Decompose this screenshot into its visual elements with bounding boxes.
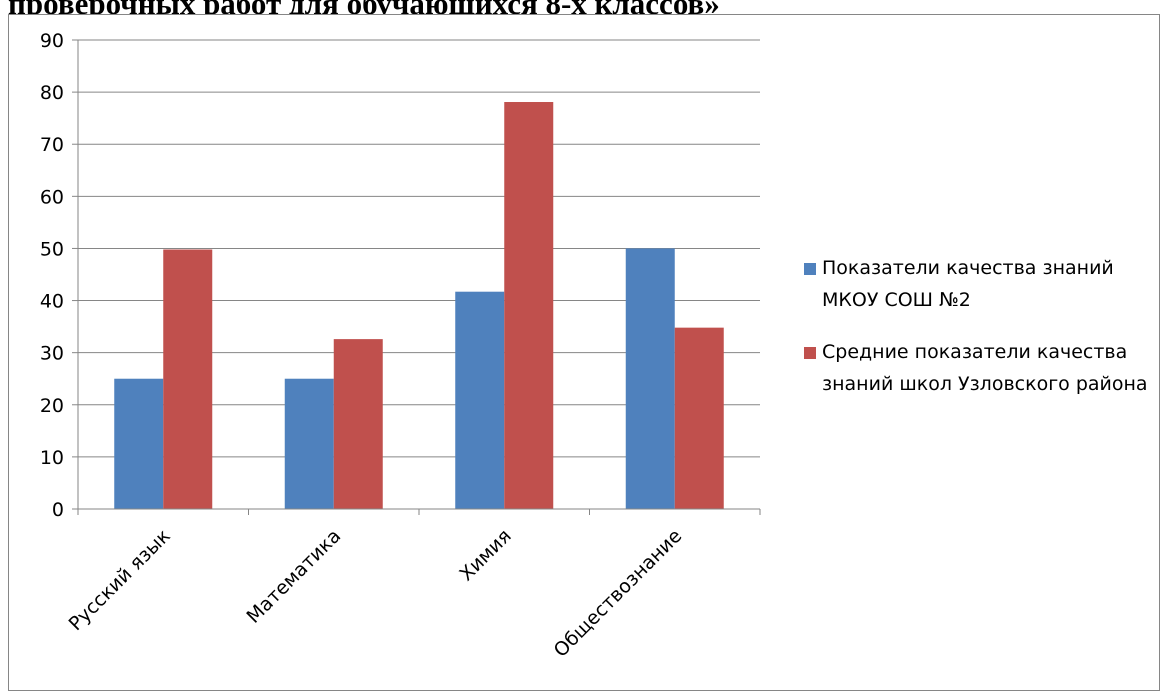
x-tick-labels: Русский язык Математика Химия Обществознани… [65, 525, 687, 662]
bar-series-1-1 [284, 378, 334, 509]
bar-series-1-2 [455, 291, 505, 509]
y-tick-labels: 0 10 20 30 40 50 60 70 80 90 [40, 30, 64, 521]
bar-series-2-2 [504, 102, 554, 510]
x-tick-label: Химия [455, 525, 515, 585]
legend: Показатели качества знаний МКОУ СОШ №2 С… [804, 256, 1164, 424]
bars [114, 102, 724, 510]
legend-label-series-1: Показатели качества знаний МКОУ СОШ №2 [822, 257, 1114, 311]
y-tick-label: 30 [40, 343, 64, 365]
bar-series-2-3 [674, 327, 724, 509]
y-tick-label: 20 [40, 395, 64, 417]
legend-swatch-series-2 [804, 347, 816, 359]
legend-label-series-2: Средние показатели качества знаний школ … [822, 341, 1148, 395]
legend-swatch-series-1 [804, 263, 816, 275]
y-tick-label: 50 [40, 238, 64, 260]
bar-series-1-0 [114, 378, 164, 509]
legend-item-series-1: Показатели качества знаний МКОУ СОШ №2 [804, 256, 1164, 316]
y-tick-label: 40 [40, 291, 64, 313]
axes [72, 39, 761, 515]
y-tick-label: 80 [40, 82, 64, 104]
x-tick-label: Математика [243, 525, 346, 628]
bar-series-2-0 [163, 249, 213, 509]
legend-item-series-2: Средние показатели качества знаний школ … [804, 340, 1164, 400]
y-tick-label: 10 [40, 447, 64, 469]
x-tick-label: Русский язык [65, 525, 175, 635]
y-tick-label: 90 [40, 30, 64, 52]
bar-series-2-1 [333, 339, 383, 509]
bar-series-1-3 [625, 248, 675, 509]
y-tick-label: 60 [40, 186, 64, 208]
y-tick-label: 0 [52, 499, 64, 521]
x-tick-label: Обществознание [550, 525, 687, 662]
y-tick-label: 70 [40, 134, 64, 156]
